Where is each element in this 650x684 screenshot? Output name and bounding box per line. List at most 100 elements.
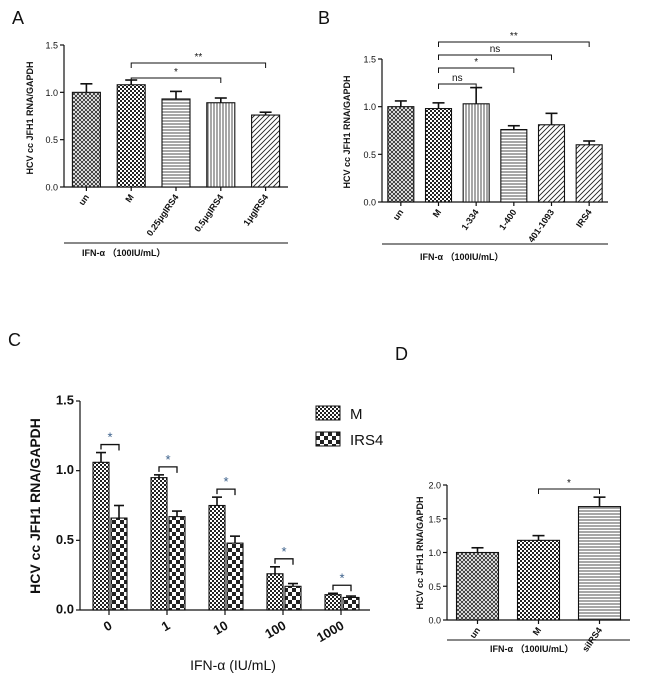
panel-d-bar (577, 506, 622, 621)
panel-d-ytick-label: 1.5 (428, 514, 441, 524)
panel-b-category-label: 1-334 (459, 207, 480, 232)
panel-d-ytick-label: 1.0 (428, 548, 441, 558)
legend-label-irs4: IRS4 (350, 432, 383, 449)
panel-b-category-label: un (391, 207, 406, 222)
panel-a-bar (71, 91, 101, 188)
panel-c-significance-bracket (216, 488, 236, 496)
panel-c-significance-bracket (332, 584, 352, 592)
panel-letter-a: A (12, 8, 24, 28)
panel-d-category-label: un (468, 625, 483, 640)
panel-b-significance-label: * (474, 57, 478, 68)
panel-b-bar (462, 103, 490, 203)
panel-c-significance-bracket (274, 558, 294, 565)
panel-a-significance-bracket (130, 77, 222, 83)
panel-d-significance-bracket (538, 488, 600, 494)
panel-a-category-label: 1μgIRS4 (241, 192, 270, 227)
panel-c-bar-m (266, 573, 284, 611)
panel-b-significance-label: ns (452, 73, 463, 84)
panel-c-bar-m (208, 504, 226, 611)
panel-b-bar (500, 128, 528, 203)
panel-a-category-label: 0.5μgIRS4 (192, 192, 225, 233)
panel-a-significance-label: ** (195, 52, 203, 63)
panel-letter-b: B (318, 8, 330, 28)
panel-c-bar-irs4 (342, 596, 360, 611)
panel-c-category-label: 100 (262, 618, 288, 642)
panel-a-ytick-label: 0.5 (45, 135, 58, 145)
panel-b-significance-label: ** (510, 31, 518, 42)
panel-d-bar (455, 551, 500, 621)
panel-d-category-label: M (531, 625, 543, 637)
panel-a-significance-bracket (130, 62, 267, 68)
panel-a-bar (206, 102, 236, 188)
panel-c-significance-label: * (223, 474, 228, 489)
panel-b-ytick-label: 1.5 (363, 55, 376, 65)
legend-label-m: M (350, 406, 363, 423)
panel-a-ytick-label: 1.5 (45, 41, 58, 51)
panel-b-significance-bracket (438, 54, 552, 60)
panel-c-bar-irs4 (284, 585, 302, 611)
panel-d-treatment-label: IFN-α （100IU/mL） (490, 644, 574, 654)
panel-b-treatment-label: IFN-α （100IU/mL） (420, 252, 504, 262)
panel-a-ytick-label: 1.0 (45, 88, 58, 98)
panel-d-significance-label: * (567, 478, 571, 489)
panel-d-ytick-label: 0.0 (428, 616, 441, 626)
panel-c-significance-label: * (281, 544, 286, 559)
panel-c-ylabel: HCV cc JFH1 RNA/GAPDH (27, 418, 43, 594)
panel-c-significance-bracket (158, 466, 178, 473)
panel-b-ytick-label: 0.5 (363, 150, 376, 160)
panel-b-category-label: IRS4 (574, 207, 594, 229)
panel-b-category-label: 401-1093 (526, 207, 556, 244)
panel-c-category-label: 1 (159, 618, 173, 635)
panel-d-ylabel: HCV cc JFH1 RNA/GAPDH (415, 496, 425, 609)
panel-b-significance-bracket (438, 83, 477, 89)
panel-d-bar (516, 539, 561, 621)
panel-a-bar (161, 98, 191, 188)
panel-b-category-label: 1-400 (497, 207, 518, 232)
panel-c-significance-label: * (339, 570, 344, 585)
plot-layer: 0.0 0.5 1.0 1.5 un M 0.25μgIRS4 0.5μgIRS4 1μgIRS… (45, 31, 630, 654)
panel-a-ylabel: HCV cc JFH1 RNA/GAPDH (25, 61, 35, 174)
panel-c-ytick-label: 1.0 (56, 462, 74, 477)
panel-a-treatment-label: IFN-α （100IU/mL） (82, 248, 166, 258)
panel-b-ytick-label: 1.0 (363, 102, 376, 112)
panel-a-significance-label: * (174, 67, 178, 78)
panel-a-bar (251, 114, 281, 188)
panel-a-category-label: 0.25μgIRS4 (145, 192, 181, 237)
panel-d-ytick-label: 0.5 (428, 582, 441, 592)
panel-b-bar (537, 124, 566, 203)
panel-c-significance-label: * (165, 452, 170, 467)
panel-c-significance-label: * (107, 430, 112, 445)
panel-c-bar-m (324, 594, 342, 611)
panel-b-significance-bracket (438, 67, 515, 73)
panel-c-xlabel: IFN-α (IU/mL) (190, 657, 276, 673)
panel-letter-d: D (395, 344, 408, 364)
panel-a-category-label: M (123, 192, 135, 204)
panel-b-bar (424, 108, 453, 203)
panel-c-bar-m (150, 477, 168, 611)
panel-c-bar-irs4 (226, 542, 244, 611)
panel-b-bar (575, 144, 603, 203)
panel-b-category-label: M (431, 207, 443, 219)
panel-d-ytick-label: 2.0 (428, 481, 441, 491)
panel-c-ytick-label: 1.5 (56, 393, 74, 408)
panel-c-category-label: 1000 (314, 618, 347, 645)
panel-c-ytick-label: 0.0 (56, 602, 74, 617)
panel-b-ylabel: HCV cc JFH1 RNA/GAPDH (342, 75, 352, 188)
panel-c-significance-bracket (100, 443, 120, 451)
legend-swatch-irs4 (315, 431, 341, 447)
panel-letter-c: C (8, 330, 21, 350)
panel-a-category-label: un (77, 192, 92, 207)
panel-c-bar-irs4 (168, 516, 186, 611)
panel-a-ytick-label: 0.0 (45, 183, 58, 193)
legend-swatch-m (315, 405, 341, 421)
panel-c-bar-irs4 (110, 517, 128, 611)
panel-b-bar (387, 106, 415, 203)
panel-c-category-label: 0 (101, 618, 115, 635)
panel-b-significance-label: ns (490, 44, 501, 55)
panel-a-bar (116, 84, 146, 188)
panel-c-bar-m (92, 461, 110, 611)
panel-c-ytick-label: 0.5 (56, 532, 74, 547)
panel-c-category-label: 10 (210, 618, 230, 638)
panel-b-ytick-label: 0.0 (363, 198, 376, 208)
